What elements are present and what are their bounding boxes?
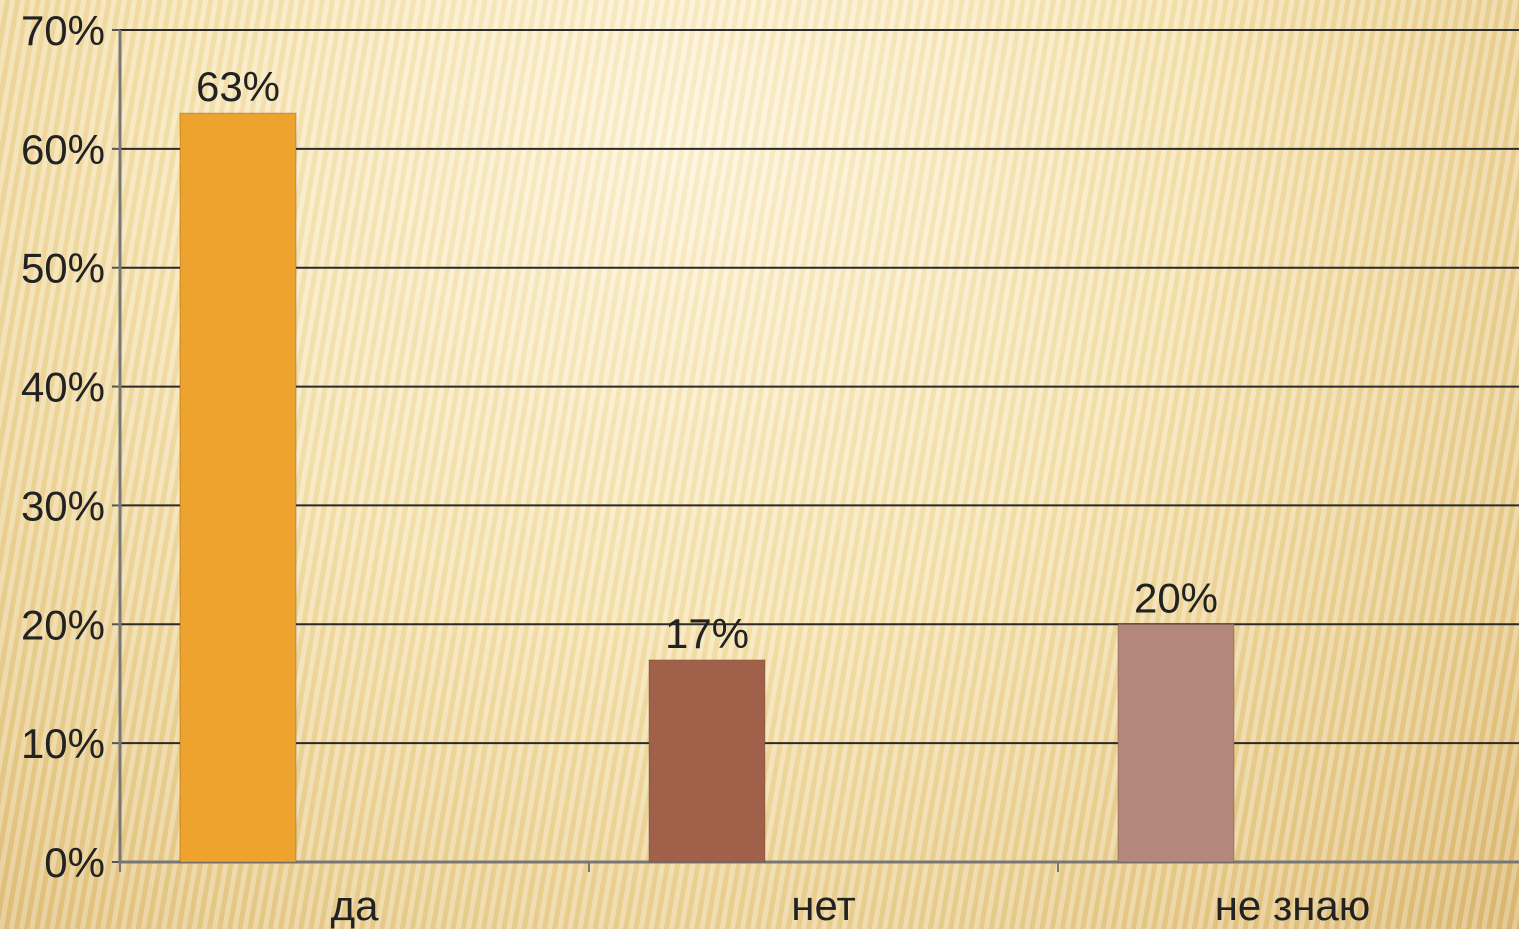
y-tick-label: 10%	[21, 720, 105, 767]
gridlines	[120, 29, 1519, 745]
x-category-label: да	[331, 882, 380, 929]
y-tick-label: 40%	[21, 364, 105, 411]
y-tick-label: 70%	[21, 7, 105, 54]
y-tick-label: 20%	[21, 601, 105, 648]
bar-2	[1117, 623, 1235, 863]
data-label: 20%	[1134, 574, 1218, 621]
x-category-label: не знаю	[1215, 882, 1371, 929]
y-tick-label: 0%	[44, 839, 105, 886]
y-tick-label: 30%	[21, 482, 105, 529]
bar-0	[179, 112, 297, 863]
bar-1	[648, 659, 766, 863]
y-tick-label: 60%	[21, 126, 105, 173]
bars	[179, 112, 1235, 863]
x-category-label: нет	[791, 882, 855, 929]
axes	[112, 29, 1519, 872]
y-tick-label: 50%	[21, 245, 105, 292]
labels: 0% 10% 20% 30% 40% 50% 60% 70% 63% да 17% нет 20% не …	[21, 7, 1370, 929]
data-label: 17%	[665, 610, 749, 657]
data-label: 63%	[196, 63, 280, 110]
